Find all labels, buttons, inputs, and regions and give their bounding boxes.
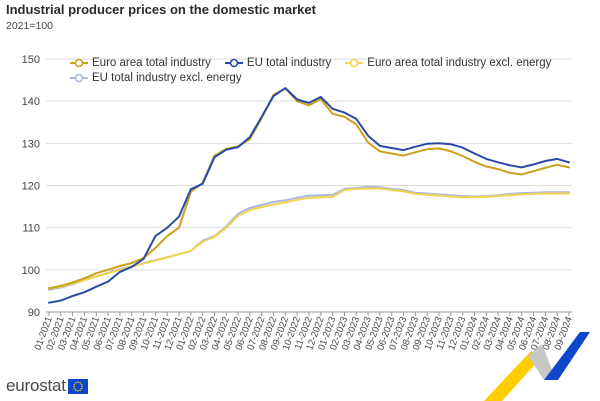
y-tick-label: 130 (22, 138, 40, 150)
chart-legend: Euro area total industry EU total industr… (70, 57, 580, 84)
legend-label: EU total industry (246, 57, 332, 69)
series-line-3 (48, 185, 570, 291)
series-line-1 (48, 87, 570, 304)
legend-label: Euro area total industry excl. energy (367, 57, 552, 69)
y-tick-label: 90 (28, 307, 40, 319)
legend-swatch (70, 58, 88, 68)
chart-title: Industrial producer prices on the domest… (6, 2, 316, 17)
series-line-0 (48, 87, 570, 290)
eurostat-logo-text: eurostat (6, 376, 66, 395)
y-tick-label: 100 (22, 265, 40, 277)
chart-subtitle: 2021=100 (6, 20, 54, 32)
y-tick-label: 150 (22, 54, 40, 66)
legend-label: Euro area total industry (92, 57, 211, 69)
eu-flag-icon (67, 378, 88, 394)
legend-item[interactable]: Euro area total industry (70, 57, 211, 69)
legend-label: EU total industry excl. energy (92, 72, 242, 84)
y-tick-label: 140 (22, 96, 40, 108)
series-line-2 (48, 187, 570, 290)
y-tick-label: 110 (22, 223, 40, 235)
legend-item[interactable]: EU total industry excl. energy (70, 72, 242, 84)
legend-item[interactable]: EU total industry (224, 57, 332, 69)
legend-swatch (224, 58, 243, 68)
eurostat-corner-graphic (484, 332, 590, 401)
eurostat-logo: eurostat (6, 376, 88, 396)
legend-swatch (345, 58, 364, 68)
legend-item[interactable]: Euro area total industry excl. energy (345, 57, 551, 69)
legend-swatch (70, 73, 88, 83)
y-tick-label: 120 (22, 181, 40, 193)
